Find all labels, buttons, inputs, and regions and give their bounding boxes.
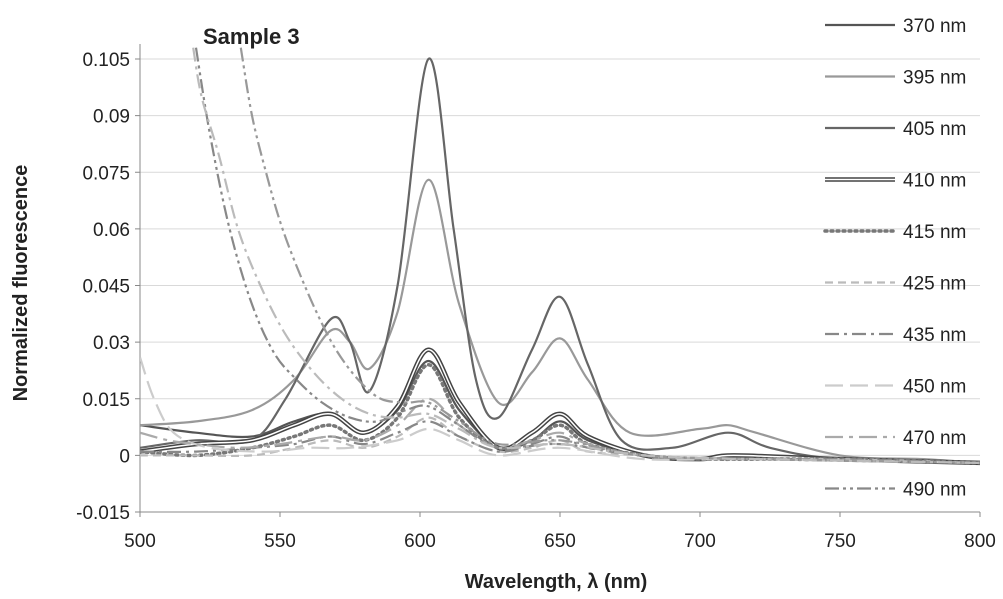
y-tick-label-3: 0.03 [93, 333, 130, 354]
x-axis-title: Wavelength, λ (nm) [465, 571, 648, 593]
x-tick-label-4: 700 [684, 531, 716, 552]
y-tick-label-4: 0.045 [82, 277, 130, 298]
series-line-8 [140, 397, 980, 464]
y-tick-label-7: 0.09 [93, 107, 130, 128]
y-tick-label-6: 0.075 [82, 163, 130, 184]
x-tick-label-1: 550 [264, 531, 296, 552]
legend-label-2: 405 nm [903, 119, 966, 140]
y-tick-label-8: 0.105 [82, 50, 130, 71]
legend-label-7: 450 nm [903, 377, 966, 398]
chart-title: Sample 3 [203, 24, 300, 49]
series-line-1 [140, 178, 980, 464]
legend-label-0: 370 nm [903, 16, 966, 37]
series-line-9 [194, 47, 980, 464]
y-tick-label-2: 0.015 [82, 390, 130, 411]
y-tick-label-5: 0.06 [93, 220, 130, 241]
x-tick-label-3: 650 [544, 531, 576, 552]
series-line-11 [192, 47, 980, 464]
x-tick-label-6: 800 [964, 531, 996, 552]
gridlines [140, 58, 980, 513]
y-tick-label-1: 0 [119, 446, 130, 467]
legend-label-8: 470 nm [903, 428, 966, 449]
series-line-10 [239, 47, 980, 464]
series-lines [140, 47, 980, 466]
legend-label-6: 435 nm [903, 325, 966, 346]
legend-label-1: 395 nm [903, 68, 966, 89]
y-axis-title: Normalized fluorescence [10, 165, 32, 402]
x-tick-label-2: 600 [404, 531, 436, 552]
x-tick-label-0: 500 [124, 531, 156, 552]
x-tick-label-5: 750 [824, 531, 856, 552]
series-line-7 [140, 356, 980, 464]
legend-label-3: 410 nm [903, 171, 966, 192]
legend: 370 nm 395 nm 405 nm 410 nm 415 nm 425 nm 435 … [823, 16, 966, 501]
legend-label-4: 415 nm [903, 222, 966, 243]
legend-label-5: 425 nm [903, 274, 966, 295]
y-tick-label-0: -0.015 [76, 503, 130, 524]
legend-label-9: 490 nm [903, 480, 966, 501]
series-line-6 [140, 420, 980, 464]
axes: -0.015 0 0.015 0.03 0.045 0.06 0.075 0.09 0.105 5… [76, 44, 996, 552]
